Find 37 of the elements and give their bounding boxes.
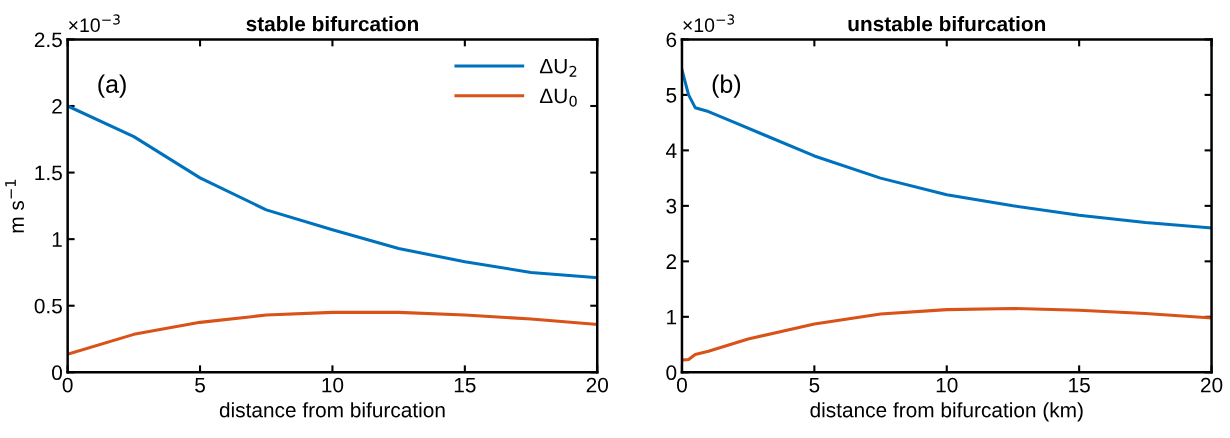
legend-label: ΔU$_{0}$ [539, 88, 577, 107]
chart-title: stable bifurcation [246, 15, 418, 32]
text: ×10$^{−3}$ [683, 14, 735, 33]
line-series [67, 310, 598, 356]
x-tick-label: 20 [586, 377, 609, 393]
x-tick-label: 5 [195, 377, 205, 393]
legend-label: ΔU$_{2}$ [539, 58, 577, 77]
line-series [681, 306, 1212, 362]
y-tick-label: 4 [666, 143, 677, 158]
x-tick-label: 10 [936, 377, 958, 393]
y-tick-label: 1.5 [35, 165, 62, 181]
x-tick-label: 15 [454, 377, 476, 393]
y-tick-label: 1 [52, 232, 62, 247]
x-tick-label: 20 [1201, 377, 1223, 393]
x-tick-label: 0 [676, 377, 687, 393]
line-series [681, 68, 1212, 230]
y-tick-label: 0 [666, 365, 677, 381]
x-axis-title: distance from bifurcation (km) [810, 402, 1083, 422]
text: ×10$^{−3}$ [69, 14, 120, 33]
x-axis-title: distance from bifurcation [219, 402, 445, 418]
x-tick-label: 0 [62, 377, 73, 393]
y-tick-label: 2 [666, 254, 677, 269]
y-tick-label: 6 [666, 32, 677, 48]
annotation: (b) [712, 74, 741, 98]
y-tick-label: 0.5 [34, 298, 62, 314]
annotation: (a) [98, 74, 126, 98]
y-tick-label: 3 [666, 198, 677, 214]
y-tick-label: 1 [667, 310, 677, 325]
y-tick-label: 5 [666, 88, 677, 103]
y-tick-label: 0 [52, 365, 62, 381]
y-tick-label: 2 [52, 99, 62, 114]
chart-title: unstable bifurcation [848, 15, 1046, 32]
x-tick-label: 5 [809, 377, 820, 393]
y-tick-label: 2.5 [34, 32, 62, 48]
x-tick-label: 10 [322, 377, 344, 393]
x-tick-label: 15 [1069, 377, 1090, 393]
y-axis-title: m s$^{−1}$ [5, 179, 25, 233]
